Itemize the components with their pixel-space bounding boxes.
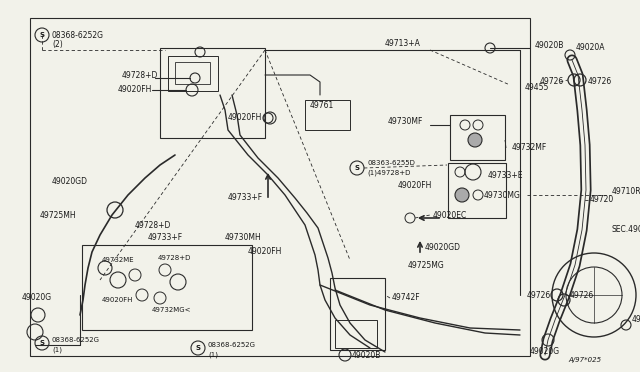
Bar	[168, 56, 218, 91]
Text: 49020A: 49020A	[632, 315, 640, 324]
Bar	[160, 48, 265, 138]
Bar	[335, 320, 377, 348]
Text: 49020FH: 49020FH	[102, 297, 134, 303]
Text: 49020B: 49020B	[535, 41, 564, 49]
Text: 49728+D: 49728+D	[122, 71, 158, 80]
Bar	[448, 163, 506, 218]
Text: (2): (2)	[52, 41, 63, 49]
Text: S: S	[40, 340, 45, 346]
Text: 49020FH: 49020FH	[228, 113, 262, 122]
Text: 49728+D: 49728+D	[158, 255, 191, 261]
Text: 49732ME: 49732ME	[102, 257, 134, 263]
Text: 49732MF: 49732MF	[512, 144, 547, 153]
Text: 49020GD: 49020GD	[425, 244, 461, 253]
Text: 49730MH: 49730MH	[225, 234, 262, 243]
Text: 49720: 49720	[590, 196, 614, 205]
Text: 49733+F: 49733+F	[228, 193, 263, 202]
Text: 49726: 49726	[588, 77, 612, 87]
Circle shape	[468, 133, 482, 147]
Circle shape	[455, 188, 469, 202]
Text: 49020FH: 49020FH	[398, 180, 433, 189]
Text: 08363-6255D: 08363-6255D	[367, 160, 415, 166]
Text: 49730MG: 49730MG	[484, 190, 521, 199]
Text: A/97*025: A/97*025	[568, 357, 601, 363]
Text: 49742F: 49742F	[392, 294, 420, 302]
Text: (1)49728+D: (1)49728+D	[367, 170, 410, 176]
Text: 49020EC: 49020EC	[433, 211, 467, 219]
Text: 49730MF: 49730MF	[388, 118, 424, 126]
Text: 49732MG<: 49732MG<	[152, 307, 191, 313]
Text: 49733+E: 49733+E	[488, 170, 524, 180]
Text: 49726: 49726	[527, 291, 551, 299]
Bar	[82, 245, 252, 330]
Text: S: S	[40, 32, 45, 38]
Bar	[330, 278, 385, 350]
Text: 49725MH: 49725MH	[40, 211, 77, 219]
Text: 49728+D: 49728+D	[135, 221, 172, 230]
Bar	[305, 100, 350, 130]
Bar	[30, 18, 530, 356]
Text: 49020A: 49020A	[576, 44, 605, 52]
Text: 49713+A: 49713+A	[385, 38, 421, 48]
Text: 08368-6252G: 08368-6252G	[52, 337, 100, 343]
Bar	[450, 115, 505, 160]
Bar	[175, 62, 210, 84]
Text: (1): (1)	[208, 352, 218, 358]
Text: 49020FH: 49020FH	[118, 86, 152, 94]
Text: S: S	[195, 345, 200, 351]
Text: 49020GD: 49020GD	[52, 177, 88, 186]
Text: 49726: 49726	[570, 291, 595, 299]
Text: 08368-6252G: 08368-6252G	[208, 342, 256, 348]
Text: S: S	[355, 165, 360, 171]
Text: 49020G: 49020G	[22, 294, 52, 302]
Text: (1): (1)	[52, 347, 62, 353]
Text: 49020FH: 49020FH	[248, 247, 282, 257]
Text: 49761: 49761	[310, 100, 334, 109]
Text: 49020G: 49020G	[530, 347, 560, 356]
Text: 49725MG: 49725MG	[408, 260, 445, 269]
Text: 49455: 49455	[525, 83, 549, 93]
Text: 08368-6252G: 08368-6252G	[52, 31, 104, 39]
Text: 49733+F: 49733+F	[148, 234, 183, 243]
Text: 49726: 49726	[540, 77, 564, 87]
Text: 49020B: 49020B	[352, 350, 381, 359]
Text: 49710R: 49710R	[612, 187, 640, 196]
Text: SEC.490: SEC.490	[612, 225, 640, 234]
